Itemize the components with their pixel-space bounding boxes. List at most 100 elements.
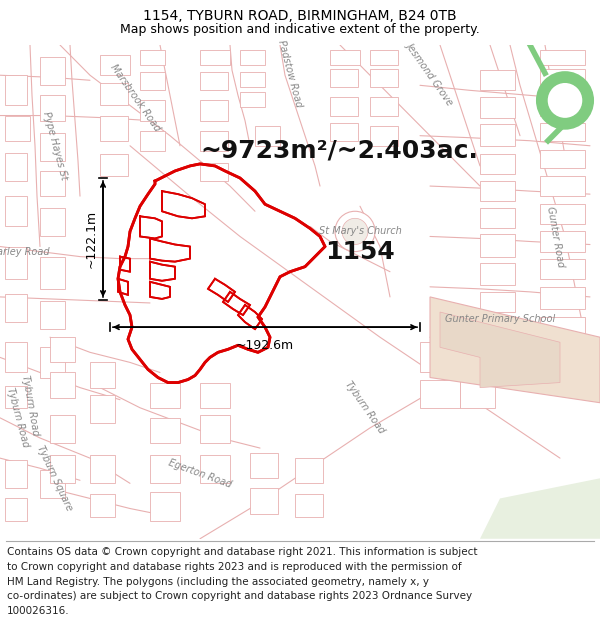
Text: St Mary's Church: St Mary's Church (319, 226, 401, 236)
Bar (480, 98, 515, 118)
Bar (250, 453, 278, 478)
Bar (540, 204, 585, 224)
Text: ~122.1m: ~122.1m (85, 210, 98, 268)
Bar (460, 342, 495, 372)
Bar (40, 96, 65, 121)
Bar (200, 131, 228, 151)
Bar (5, 342, 27, 372)
Text: Varley Road: Varley Road (0, 247, 49, 257)
Bar (140, 72, 165, 91)
Bar (100, 154, 128, 176)
Bar (150, 382, 180, 408)
Bar (295, 458, 323, 483)
Bar (100, 116, 128, 141)
Text: Tyburn Road: Tyburn Road (20, 374, 40, 437)
Bar (200, 101, 228, 121)
Bar (480, 208, 515, 228)
Bar (5, 460, 27, 488)
Text: Tyburn Square: Tyburn Square (35, 444, 74, 512)
Bar (50, 455, 75, 483)
Bar (480, 70, 515, 91)
Bar (540, 50, 585, 65)
Bar (420, 379, 460, 408)
Polygon shape (480, 478, 600, 539)
Text: ~9723m²/~2.403ac.: ~9723m²/~2.403ac. (200, 139, 478, 162)
Bar (540, 122, 585, 141)
Bar (370, 69, 398, 88)
Text: Tyburn Road: Tyburn Road (343, 380, 387, 436)
Bar (540, 317, 585, 338)
Text: 100026316.: 100026316. (7, 606, 70, 616)
Text: Marsbrook Road: Marsbrook Road (108, 62, 162, 133)
Bar (40, 171, 65, 196)
Bar (5, 499, 27, 521)
Bar (40, 470, 65, 499)
Circle shape (547, 82, 583, 119)
Bar (540, 231, 585, 252)
Text: 1154: 1154 (325, 239, 395, 264)
Bar (5, 386, 27, 408)
Bar (540, 259, 585, 279)
Bar (330, 122, 358, 141)
Text: Tyburn Road: Tyburn Road (5, 387, 31, 449)
Bar (370, 126, 398, 146)
Bar (50, 415, 75, 443)
Text: 1154, TYBURN ROAD, BIRMINGHAM, B24 0TB: 1154, TYBURN ROAD, BIRMINGHAM, B24 0TB (143, 9, 457, 23)
Text: co-ordinates) are subject to Crown copyright and database rights 2023 Ordnance S: co-ordinates) are subject to Crown copyr… (7, 591, 472, 601)
Circle shape (342, 218, 368, 244)
Bar (540, 287, 585, 309)
Bar (200, 72, 228, 91)
Bar (540, 150, 585, 168)
Circle shape (335, 211, 375, 252)
Bar (40, 57, 65, 85)
Bar (480, 262, 515, 285)
Bar (240, 92, 265, 108)
Bar (420, 342, 460, 372)
Bar (200, 163, 228, 181)
Bar (370, 50, 398, 65)
Bar (40, 301, 65, 329)
Text: HM Land Registry. The polygons (including the associated geometry, namely x, y: HM Land Registry. The polygons (includin… (7, 577, 429, 587)
Bar (140, 50, 165, 65)
Text: Egerton Road: Egerton Road (167, 457, 233, 489)
Bar (330, 69, 358, 88)
Bar (5, 294, 27, 322)
Bar (540, 96, 585, 116)
Polygon shape (440, 312, 560, 388)
Bar (255, 126, 280, 146)
Text: Jesmond Grove: Jesmond Grove (404, 40, 455, 106)
Bar (150, 492, 180, 521)
Circle shape (537, 72, 593, 129)
Bar (40, 257, 65, 289)
Bar (480, 234, 515, 257)
Text: Map shows position and indicative extent of the property.: Map shows position and indicative extent… (120, 23, 480, 36)
Bar (90, 394, 115, 423)
Bar (140, 131, 165, 151)
Bar (330, 50, 360, 65)
Bar (540, 176, 585, 196)
Bar (370, 98, 398, 116)
Bar (150, 455, 180, 483)
Bar (5, 116, 30, 141)
Bar (240, 72, 265, 88)
Bar (200, 50, 230, 65)
Text: Contains OS data © Crown copyright and database right 2021. This information is : Contains OS data © Crown copyright and d… (7, 548, 478, 558)
Text: Gunter Primary School: Gunter Primary School (445, 314, 555, 324)
Bar (50, 338, 75, 362)
Bar (5, 75, 27, 106)
Bar (250, 488, 278, 514)
Text: to Crown copyright and database rights 2023 and is reproduced with the permissio: to Crown copyright and database rights 2… (7, 562, 462, 572)
Bar (480, 154, 515, 174)
Bar (50, 372, 75, 398)
Bar (40, 132, 65, 161)
Bar (240, 50, 265, 65)
Bar (200, 455, 230, 483)
Bar (40, 208, 65, 236)
Text: Pype Hayes St: Pype Hayes St (41, 111, 69, 181)
Bar (90, 362, 115, 388)
Text: Gunter Road: Gunter Road (545, 205, 565, 268)
Bar (90, 455, 115, 483)
Bar (5, 196, 27, 226)
Bar (100, 55, 130, 75)
Text: ~192.6m: ~192.6m (236, 339, 294, 352)
